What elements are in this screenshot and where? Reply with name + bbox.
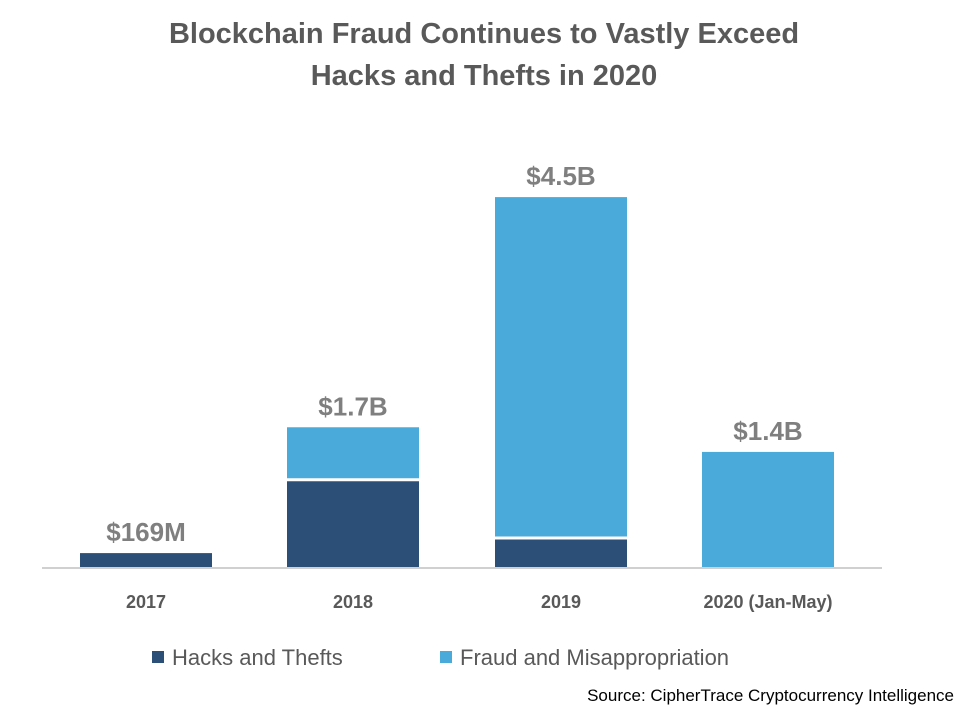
data-label: $169M [106,517,186,547]
bar-hacks [80,553,212,567]
chart-title-line2: Hacks and Thefts in 2020 [310,60,658,92]
data-label: $1.7B [318,391,387,421]
legend-swatch [152,651,164,663]
x-tick-label: 2017 [126,592,166,612]
legend-label: Hacks and Thefts [172,645,343,670]
x-tick-label: 2020 (Jan-May) [703,592,832,612]
legend-swatch [440,651,452,663]
x-tick-label: 2019 [541,592,581,612]
bar-hacks [287,480,419,567]
source-note: Source: CipherTrace Cryptocurrency Intel… [587,686,954,705]
bar-fraud [495,197,627,540]
bar-fraud [287,427,419,481]
bar-fraud [702,451,834,567]
legend-label: Fraud and Misappropriation [460,645,729,670]
data-label: $1.4B [733,416,802,446]
x-tick-label: 2018 [333,592,373,612]
bar-hacks [495,539,627,567]
data-label: $4.5B [526,161,595,191]
chart-title: Blockchain Fraud Continues to Vastly Exc… [168,18,800,50]
